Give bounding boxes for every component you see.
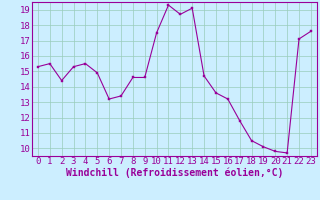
X-axis label: Windchill (Refroidissement éolien,°C): Windchill (Refroidissement éolien,°C): [66, 168, 283, 178]
